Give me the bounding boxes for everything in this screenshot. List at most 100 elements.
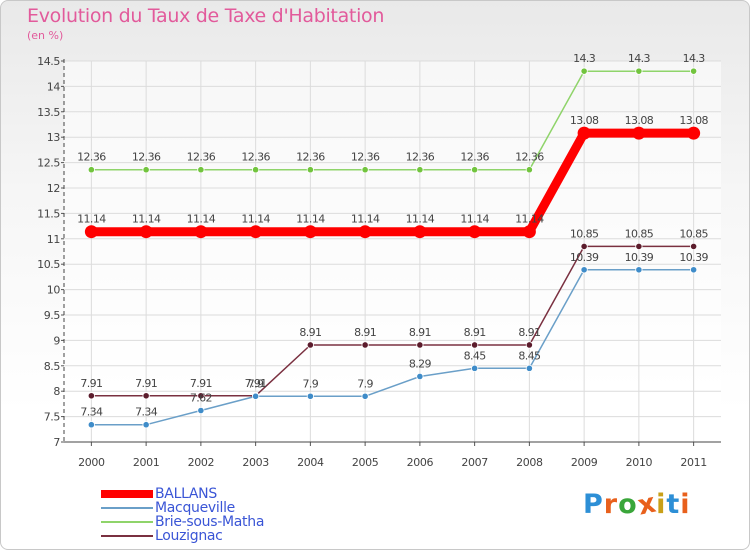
data-point-macqueville xyxy=(197,406,205,415)
series-line-brie-sous-matha xyxy=(90,70,695,171)
x-tick-label: 2006 xyxy=(407,456,434,469)
data-label-brie-sous-matha: 12.36 xyxy=(515,151,544,164)
data-point-brie-sous-matha xyxy=(87,166,95,174)
data-point-brie-sous-matha xyxy=(635,67,643,75)
data-label-ballans: 11.14 xyxy=(406,213,435,226)
legend-item-louzignac: Louzignac xyxy=(101,528,341,544)
x-tick-label: 2000 xyxy=(78,456,105,469)
data-point-louzignac xyxy=(580,242,588,251)
line-chart: 7 7.5 8 8.5 9 9.5 10 10.5 11 11.5 12 12.5 13 13.5 14 14… xyxy=(37,52,721,469)
data-point-ballans xyxy=(303,225,317,239)
data-point-louzignac xyxy=(525,341,533,349)
data-label-louzignac: 10.85 xyxy=(625,227,654,240)
legend-swatch-brie-sous-matha xyxy=(101,521,153,523)
y-tick-label: 8 xyxy=(53,385,60,398)
y-tick-label: 10 xyxy=(47,284,61,297)
data-label-louzignac: 8.91 xyxy=(464,326,486,339)
data-point-louzignac xyxy=(361,341,369,349)
data-label-ballans: 11.14 xyxy=(77,213,106,226)
data-point-brie-sous-matha xyxy=(525,166,533,174)
y-tick-label: 9 xyxy=(53,334,60,347)
data-label-brie-sous-matha: 14.3 xyxy=(573,52,596,65)
legend-label-ballans: BALLANS xyxy=(155,486,217,502)
y-tick-label: 12.5 xyxy=(37,157,60,170)
data-point-macqueville xyxy=(306,392,314,400)
series-line-louzignac xyxy=(90,245,695,397)
x-tick-label: 2011 xyxy=(680,456,706,469)
data-label-louzignac: 7.91 xyxy=(190,377,212,390)
data-point-macqueville xyxy=(361,392,369,400)
data-point-macqueville xyxy=(87,421,95,429)
data-point-ballans xyxy=(687,126,701,140)
data-label-louzignac: 10.85 xyxy=(679,227,708,240)
data-label-macqueville: 8.29 xyxy=(409,357,432,370)
data-label-macqueville: 7.34 xyxy=(80,406,103,419)
y-tick-label: 7 xyxy=(53,436,60,449)
data-label-brie-sous-matha: 14.3 xyxy=(628,52,651,65)
data-point-brie-sous-matha xyxy=(252,166,260,174)
plot-area xyxy=(64,61,721,442)
x-tick-label: 2002 xyxy=(188,456,214,469)
data-label-ballans: 13.08 xyxy=(570,114,599,127)
data-point-macqueville xyxy=(142,421,150,429)
data-label-ballans: 11.14 xyxy=(296,213,325,226)
data-label-ballans: 11.14 xyxy=(187,213,216,226)
data-label-ballans: 11.14 xyxy=(351,213,380,226)
data-label-brie-sous-matha: 12.36 xyxy=(296,151,325,164)
y-tick-label: 14 xyxy=(47,80,61,93)
data-label-ballans: 11.14 xyxy=(132,213,161,226)
data-label-brie-sous-matha: 12.36 xyxy=(351,151,380,164)
data-label-macqueville: 10.39 xyxy=(625,251,654,264)
data-point-louzignac xyxy=(197,392,205,400)
data-label-brie-sous-matha: 12.36 xyxy=(77,151,106,164)
data-point-louzignac xyxy=(471,341,479,349)
data-point-macqueville xyxy=(690,266,698,274)
legend-label-brie-sous-matha: Brie-sous-Matha xyxy=(155,514,265,530)
proxiti-logo: Proxiti xyxy=(583,487,691,522)
chart-unit: (en %) xyxy=(27,29,64,42)
legend-swatch-louzignac xyxy=(101,535,153,537)
data-point-macqueville xyxy=(635,266,643,274)
x-tick-label: 2007 xyxy=(461,456,488,469)
data-point-ballans xyxy=(358,225,372,239)
x-tick-label: 2003 xyxy=(242,456,269,469)
data-label-brie-sous-matha: 12.36 xyxy=(132,151,161,164)
data-label-louzignac: 8.91 xyxy=(518,326,540,339)
y-tick-label: 7.5 xyxy=(44,411,61,424)
data-point-ballans xyxy=(577,126,591,140)
data-label-macqueville: 7.34 xyxy=(135,406,158,419)
data-label-macqueville: 10.39 xyxy=(679,251,708,264)
data-label-louzignac: 7.91 xyxy=(245,377,267,390)
data-label-brie-sous-matha: 12.36 xyxy=(187,151,216,164)
data-point-brie-sous-matha xyxy=(361,166,369,174)
data-label-ballans: 11.14 xyxy=(241,213,270,226)
x-tick-label: 2004 xyxy=(297,456,324,469)
data-point-louzignac xyxy=(87,392,95,400)
legend-item-macqueville: Macqueville xyxy=(101,500,341,516)
data-label-louzignac: 7.91 xyxy=(80,377,102,390)
data-point-brie-sous-matha xyxy=(197,166,205,174)
data-point-brie-sous-matha xyxy=(416,166,424,174)
x-tick-label: 2008 xyxy=(516,456,543,469)
y-tick-label: 14.5 xyxy=(37,55,60,68)
data-label-ballans: 13.08 xyxy=(679,114,708,127)
y-tick-label: 10.5 xyxy=(37,258,60,271)
y-tick-label: 8.5 xyxy=(44,360,61,373)
data-point-brie-sous-matha xyxy=(471,166,479,174)
data-label-ballans: 13.08 xyxy=(625,114,654,127)
series-line-macqueville xyxy=(90,269,695,426)
x-tick-label: 2010 xyxy=(626,456,653,469)
legend-label-louzignac: Louzignac xyxy=(155,528,223,544)
data-label-louzignac: 7.91 xyxy=(135,377,157,390)
data-point-ballans xyxy=(194,225,208,239)
data-label-ballans: 11.14 xyxy=(515,213,544,226)
data-point-macqueville xyxy=(471,364,479,372)
data-label-macqueville: 7.9 xyxy=(248,377,264,390)
data-point-macqueville xyxy=(252,392,260,400)
legend-swatch-macqueville xyxy=(101,507,153,509)
data-point-brie-sous-matha xyxy=(142,166,150,174)
legend-item-brie-sous-matha: Brie-sous-Matha xyxy=(101,514,341,530)
data-point-ballans xyxy=(413,225,427,239)
x-tick-label: 2001 xyxy=(133,456,159,469)
